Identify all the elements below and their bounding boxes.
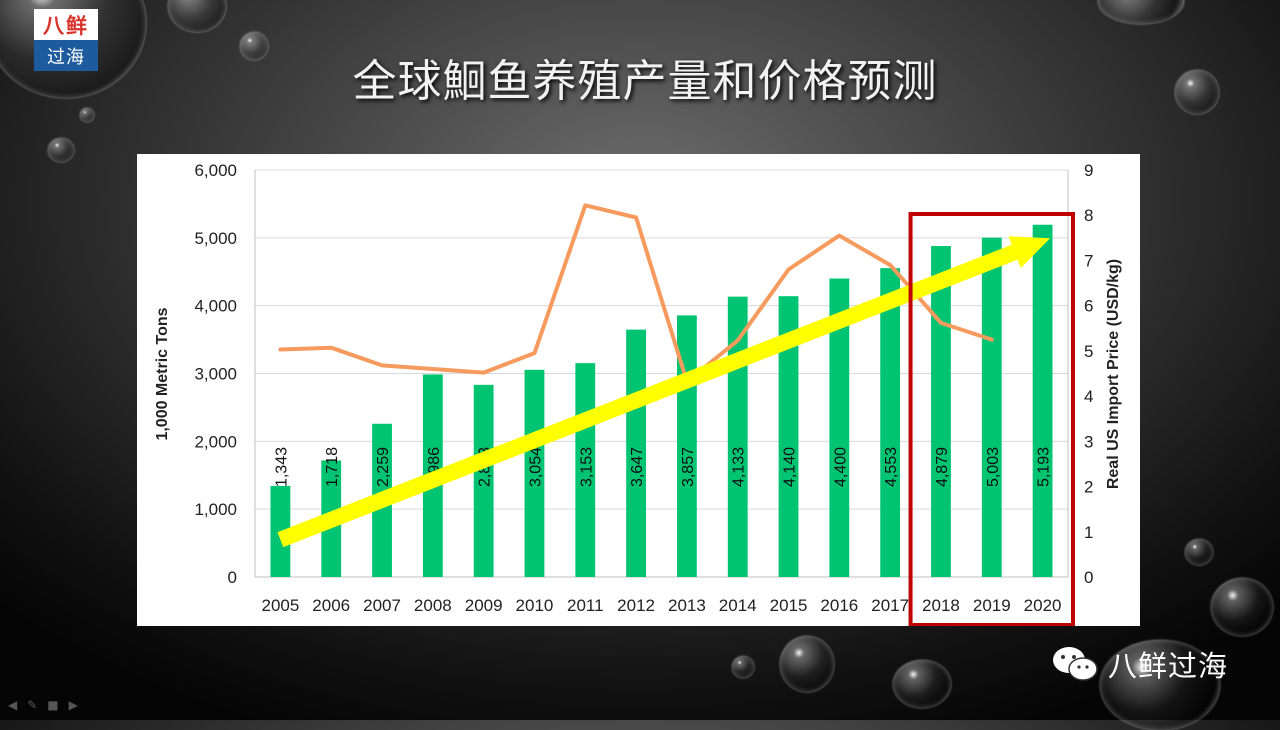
bar — [981, 237, 1002, 578]
logo-bottom-text: 过海 — [34, 40, 98, 71]
highlight-box — [908, 212, 1075, 626]
bar — [1032, 224, 1053, 577]
x-tick-label: 2009 — [465, 596, 503, 615]
bubble-decoration — [780, 636, 834, 692]
y2-tick-label: 7 — [1084, 251, 1093, 270]
brand-logo: 八鲜 过海 — [34, 9, 98, 71]
x-tick-label: 2007 — [363, 596, 401, 615]
bar — [931, 246, 951, 577]
bubble-decoration — [1098, 0, 1184, 24]
menu-icon[interactable]: ■ — [47, 698, 59, 712]
y2-tick-label: 5 — [1084, 342, 1093, 361]
bar-data-label: 3,857 — [680, 447, 697, 487]
bar-data-label: 4,879 — [934, 447, 951, 487]
price-line — [278, 203, 994, 384]
y2-tick-label: 9 — [1084, 161, 1093, 180]
bar-data-label: 4,140 — [782, 447, 799, 487]
y-tick-label: 5,000 — [194, 229, 237, 248]
bubble-decoration — [1100, 640, 1220, 730]
chart-panel: 0 1,000 2,000 3,000 4,000 5,000 6,000 0 1 2 3 4 5 6 7 8… — [137, 154, 1140, 626]
y2-tick-label: 6 — [1084, 297, 1093, 316]
bar-data-label: 4,133 — [731, 447, 748, 487]
bar-data-label: 4,400 — [832, 447, 849, 487]
x-tick-label: 2014 — [719, 596, 757, 615]
x-tick-label: 2010 — [516, 596, 554, 615]
y2-tick-label: 0 — [1084, 568, 1093, 587]
y-tick-label: 3,000 — [194, 365, 237, 384]
x-tick-label: 2008 — [414, 596, 452, 615]
y-tick-label: 0 — [228, 568, 237, 587]
bubble-decoration — [1185, 539, 1213, 565]
y-tick-label: 4,000 — [194, 297, 237, 316]
x-tick-label: 2015 — [770, 596, 808, 615]
bar-data-label: 4,553 — [883, 447, 900, 487]
y-tick-label: 1,000 — [194, 500, 237, 519]
bubble-decoration — [732, 656, 754, 678]
x-tick-label: 2017 — [871, 596, 909, 615]
bubble-decoration — [1211, 578, 1273, 636]
prev-arrow-icon[interactable]: ◀ — [8, 698, 18, 712]
y2-axis-title: Real US Import Price (USD/kg) — [1105, 259, 1122, 489]
wechat-icon — [1053, 647, 1098, 681]
y2-tick-label: 3 — [1084, 432, 1093, 451]
x-tick-label: 2011 — [567, 596, 604, 615]
bar-data-label: 2,259 — [375, 447, 392, 487]
wechat-watermark-text: 八鲜过海 — [1108, 649, 1229, 683]
trend-arrow — [277, 236, 1050, 548]
bar-data-label: 3,153 — [578, 447, 595, 487]
slide-title: 全球鮰鱼养殖产量和价格预测 — [352, 56, 938, 107]
x-tick-label: 2020 — [1024, 596, 1062, 615]
bubble-decoration — [893, 660, 951, 708]
bubble-decoration — [168, 0, 226, 32]
bar-data-label: 5,193 — [1036, 447, 1053, 487]
wechat-watermark: 八鲜过海 — [1052, 643, 1228, 685]
x-tick-label: 2006 — [312, 596, 350, 615]
x-tick-label: 2005 — [261, 596, 299, 615]
slideshow-nav: ◀ ✎ ■ ▶ — [8, 698, 78, 712]
y-axis-title: 1,000 Metric Tons — [154, 307, 171, 440]
y-tick-label: 6,000 — [194, 161, 237, 180]
bar — [524, 369, 545, 577]
next-arrow-icon[interactable]: ▶ — [68, 698, 78, 712]
x-tick-label: 2019 — [973, 596, 1011, 615]
combo-chart: 0 1,000 2,000 3,000 4,000 5,000 6,000 0 1 2 3 4 5 6 7 8… — [154, 161, 1122, 626]
y-tick-label: 2,000 — [194, 432, 237, 451]
logo-top-text: 八鲜 — [34, 9, 98, 40]
bar — [829, 278, 850, 577]
bar-data-label: 3,054 — [527, 447, 544, 487]
bar — [778, 296, 799, 577]
bubble-decoration — [80, 108, 94, 122]
x-tick-label: 2013 — [668, 596, 706, 615]
y2-tick-label: 8 — [1084, 206, 1093, 225]
bar — [473, 384, 494, 577]
bar-data-label: 3,647 — [629, 447, 646, 487]
bar-data-label: 1,343 — [273, 447, 290, 487]
bar-data-label: 5,003 — [985, 447, 1002, 487]
x-tick-label: 2012 — [617, 596, 655, 615]
y2-tick-label: 1 — [1084, 523, 1093, 542]
bubble-decoration — [240, 32, 268, 60]
bubble-decoration — [48, 138, 74, 162]
y2-tick-label: 2 — [1084, 478, 1093, 497]
bubble-decoration — [1175, 70, 1219, 114]
y2-tick-label: 4 — [1084, 387, 1093, 406]
x-tick-label: 2018 — [922, 596, 960, 615]
bar — [880, 268, 901, 577]
pen-icon[interactable]: ✎ — [27, 698, 38, 712]
x-tick-label: 2016 — [820, 596, 858, 615]
bar-data-label: 1,718 — [324, 447, 341, 487]
